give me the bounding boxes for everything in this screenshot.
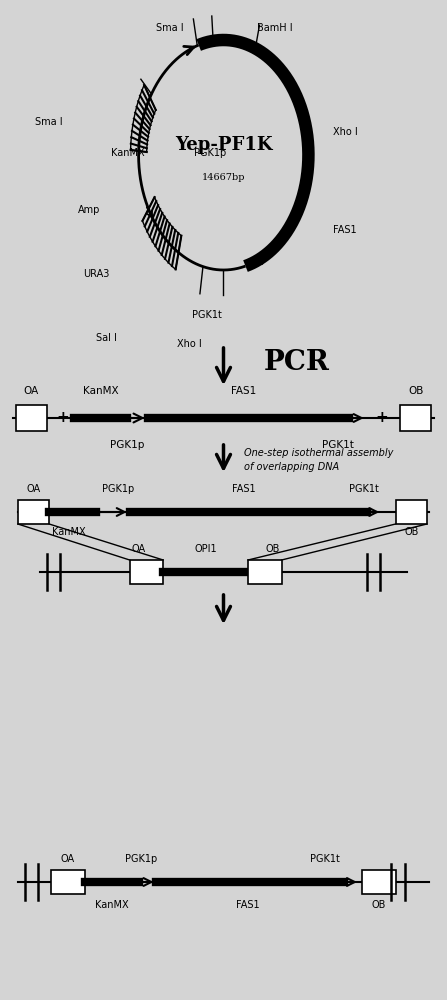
Text: PGK1p: PGK1p <box>102 484 135 494</box>
Bar <box>248 560 282 584</box>
Bar <box>16 405 47 431</box>
Text: of overlapping DNA: of overlapping DNA <box>244 462 339 472</box>
Text: OPI1: OPI1 <box>194 544 217 554</box>
Text: OB: OB <box>371 900 386 910</box>
Text: OB: OB <box>404 527 418 537</box>
Text: Sal I: Sal I <box>96 333 117 343</box>
Text: OA: OA <box>26 484 41 494</box>
Text: KanMX: KanMX <box>83 386 118 396</box>
Text: OA: OA <box>24 386 39 396</box>
Text: BamH I: BamH I <box>257 23 293 33</box>
Bar <box>130 560 163 584</box>
Text: PGK1p: PGK1p <box>125 854 157 864</box>
Text: PGK1p: PGK1p <box>110 440 144 450</box>
Bar <box>51 870 85 894</box>
Text: +: + <box>56 410 69 426</box>
Text: PGK1t: PGK1t <box>192 310 222 320</box>
Text: OB: OB <box>266 544 280 554</box>
Text: PGK1p: PGK1p <box>194 148 226 158</box>
Text: Xho I: Xho I <box>333 127 358 137</box>
Text: URA3: URA3 <box>83 269 109 279</box>
Text: PGK1t: PGK1t <box>321 440 354 450</box>
Text: 14667bp: 14667bp <box>202 172 245 182</box>
Bar <box>362 870 396 894</box>
Text: Sma I: Sma I <box>156 23 183 33</box>
Text: FAS1: FAS1 <box>232 484 255 494</box>
Text: OB: OB <box>408 386 423 396</box>
Text: Sma I: Sma I <box>35 117 63 127</box>
Text: PGK1t: PGK1t <box>349 484 379 494</box>
Bar <box>18 500 49 524</box>
Text: KanMX: KanMX <box>95 900 129 910</box>
Text: +: + <box>376 410 388 426</box>
Text: One-step isothermal assembly: One-step isothermal assembly <box>244 448 393 458</box>
Text: KanMX: KanMX <box>110 148 144 158</box>
Bar <box>400 405 431 431</box>
Text: FAS1: FAS1 <box>236 900 260 910</box>
Text: PGK1t: PGK1t <box>310 854 340 864</box>
Text: Yep-PF1K: Yep-PF1K <box>175 136 272 154</box>
Text: Xho I: Xho I <box>177 339 201 349</box>
Text: Amp: Amp <box>78 205 101 215</box>
Text: OA: OA <box>131 544 146 554</box>
Text: FAS1: FAS1 <box>231 386 256 396</box>
Bar <box>396 500 427 524</box>
Text: PCR: PCR <box>264 349 329 375</box>
Text: OA: OA <box>61 854 75 864</box>
Text: FAS1: FAS1 <box>333 225 357 235</box>
Text: KanMX: KanMX <box>52 527 86 537</box>
